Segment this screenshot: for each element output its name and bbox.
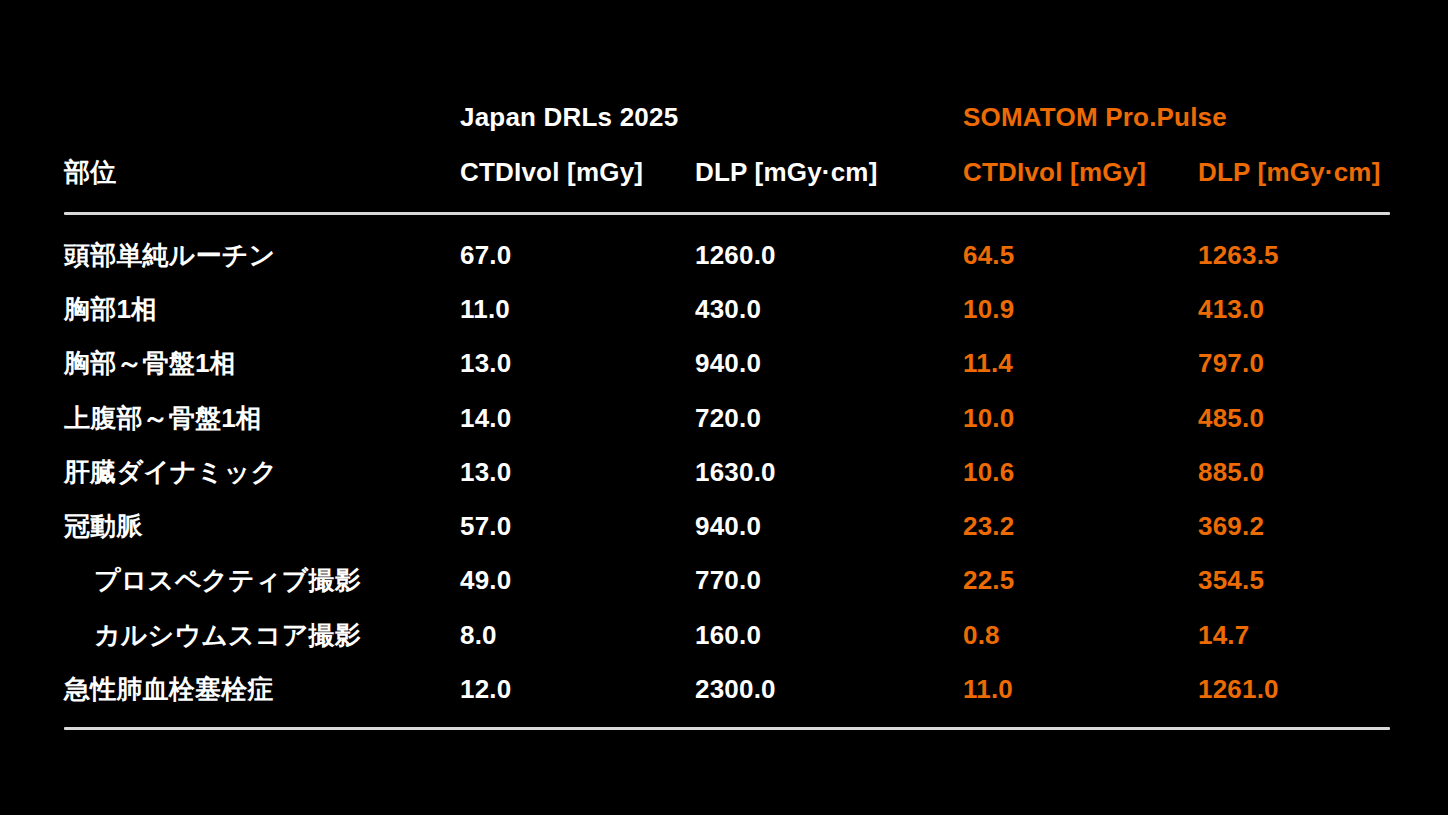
column-header-part: 部位 bbox=[64, 155, 460, 190]
row-label: 肝臓ダイナミック bbox=[64, 455, 460, 490]
japan-ctdivol-value: 14.0 bbox=[460, 403, 695, 434]
japan-ctdivol-value: 57.0 bbox=[460, 511, 695, 542]
table-row: 胸部～骨盤1相 13.0 940.0 11.4 797.0 bbox=[64, 337, 1390, 391]
column-header-row: 部位 CTDIvol [mGy] DLP [mGy·cm] CTDIvol [m… bbox=[64, 144, 1390, 201]
japan-dlp-value: 720.0 bbox=[695, 403, 963, 434]
group-header-somatom: SOMATOM Pro.Pulse bbox=[963, 102, 1390, 133]
somatom-dlp-value: 14.7 bbox=[1198, 620, 1390, 651]
japan-dlp-value: 940.0 bbox=[695, 511, 963, 542]
row-label: 急性肺血栓塞栓症 bbox=[64, 672, 460, 707]
slide: Japan DRLs 2025 SOMATOM Pro.Pulse 部位 CTD… bbox=[0, 0, 1448, 815]
somatom-ctdivol-value: 22.5 bbox=[963, 565, 1198, 596]
somatom-dlp-value: 1261.0 bbox=[1198, 674, 1390, 705]
column-header-somatom-ctdivol: CTDIvol [mGy] bbox=[963, 157, 1198, 188]
japan-ctdivol-value: 13.0 bbox=[460, 348, 695, 379]
table-row: 頭部単純ルーチン 67.0 1260.0 64.5 1263.5 bbox=[64, 228, 1390, 282]
somatom-dlp-value: 885.0 bbox=[1198, 457, 1390, 488]
group-header-row: Japan DRLs 2025 SOMATOM Pro.Pulse bbox=[64, 90, 1390, 144]
table-body: 頭部単純ルーチン 67.0 1260.0 64.5 1263.5 胸部1相 11… bbox=[64, 228, 1390, 717]
somatom-ctdivol-value: 64.5 bbox=[963, 240, 1198, 271]
column-header-somatom-dlp: DLP [mGy·cm] bbox=[1198, 157, 1390, 188]
japan-ctdivol-value: 11.0 bbox=[460, 294, 695, 325]
table-row: プロスペクティブ撮影 49.0 770.0 22.5 354.5 bbox=[64, 554, 1390, 608]
somatom-ctdivol-value: 0.8 bbox=[963, 620, 1198, 651]
somatom-dlp-value: 485.0 bbox=[1198, 403, 1390, 434]
table-row: 上腹部～骨盤1相 14.0 720.0 10.0 485.0 bbox=[64, 391, 1390, 445]
header-rule bbox=[64, 212, 1390, 215]
row-label: 胸部1相 bbox=[64, 292, 460, 327]
somatom-dlp-value: 369.2 bbox=[1198, 511, 1390, 542]
row-label: 上腹部～骨盤1相 bbox=[64, 401, 460, 436]
somatom-ctdivol-value: 10.9 bbox=[963, 294, 1198, 325]
japan-ctdivol-value: 49.0 bbox=[460, 565, 695, 596]
dose-comparison-table: Japan DRLs 2025 SOMATOM Pro.Pulse 部位 CTD… bbox=[64, 90, 1390, 730]
somatom-ctdivol-value: 23.2 bbox=[963, 511, 1198, 542]
japan-dlp-value: 2300.0 bbox=[695, 674, 963, 705]
table-row: カルシウムスコア撮影 8.0 160.0 0.8 14.7 bbox=[64, 608, 1390, 662]
japan-dlp-value: 430.0 bbox=[695, 294, 963, 325]
japan-dlp-value: 940.0 bbox=[695, 348, 963, 379]
table-row: 胸部1相 11.0 430.0 10.9 413.0 bbox=[64, 282, 1390, 336]
japan-dlp-value: 160.0 bbox=[695, 620, 963, 651]
group-header-japan-drls: Japan DRLs 2025 bbox=[460, 102, 963, 133]
somatom-dlp-value: 797.0 bbox=[1198, 348, 1390, 379]
somatom-ctdivol-value: 11.4 bbox=[963, 348, 1198, 379]
row-label: 冠動脈 bbox=[64, 509, 460, 544]
row-label: プロスペクティブ撮影 bbox=[64, 563, 460, 598]
somatom-ctdivol-value: 10.0 bbox=[963, 403, 1198, 434]
somatom-ctdivol-value: 11.0 bbox=[963, 674, 1198, 705]
japan-dlp-value: 1630.0 bbox=[695, 457, 963, 488]
japan-ctdivol-value: 8.0 bbox=[460, 620, 695, 651]
bottom-rule bbox=[64, 727, 1390, 730]
japan-ctdivol-value: 67.0 bbox=[460, 240, 695, 271]
row-label: 頭部単純ルーチン bbox=[64, 238, 460, 273]
row-label: カルシウムスコア撮影 bbox=[64, 618, 460, 653]
japan-ctdivol-value: 12.0 bbox=[460, 674, 695, 705]
table-row: 急性肺血栓塞栓症 12.0 2300.0 11.0 1261.0 bbox=[64, 662, 1390, 716]
column-header-japan-dlp: DLP [mGy·cm] bbox=[695, 157, 963, 188]
somatom-dlp-value: 354.5 bbox=[1198, 565, 1390, 596]
row-label: 胸部～骨盤1相 bbox=[64, 346, 460, 381]
japan-ctdivol-value: 13.0 bbox=[460, 457, 695, 488]
table-row: 肝臓ダイナミック 13.0 1630.0 10.6 885.0 bbox=[64, 445, 1390, 499]
table-row: 冠動脈 57.0 940.0 23.2 369.2 bbox=[64, 499, 1390, 553]
japan-dlp-value: 770.0 bbox=[695, 565, 963, 596]
japan-dlp-value: 1260.0 bbox=[695, 240, 963, 271]
column-header-japan-ctdivol: CTDIvol [mGy] bbox=[460, 157, 695, 188]
somatom-dlp-value: 413.0 bbox=[1198, 294, 1390, 325]
somatom-dlp-value: 1263.5 bbox=[1198, 240, 1390, 271]
somatom-ctdivol-value: 10.6 bbox=[963, 457, 1198, 488]
